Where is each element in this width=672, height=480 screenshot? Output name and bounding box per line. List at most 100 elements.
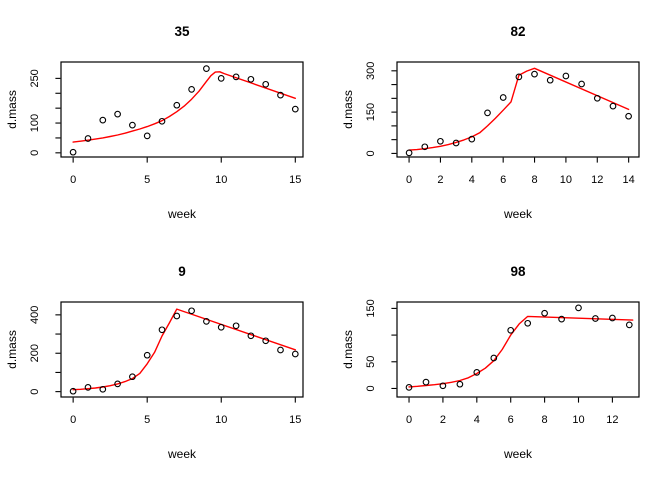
- y-tick-label: 0: [29, 389, 41, 395]
- data-point: [217, 75, 225, 82]
- fit-line: [408, 315, 634, 388]
- data-point: [468, 135, 476, 143]
- x-tick-label: 12: [591, 174, 603, 186]
- data-point: [143, 132, 151, 140]
- data-point: [129, 373, 136, 381]
- plot-frame: [60, 301, 304, 398]
- data-point: [247, 75, 255, 83]
- x-tick-label: 14: [623, 174, 635, 186]
- data-point: [421, 143, 429, 151]
- data-point: [232, 73, 240, 81]
- data-points: [405, 70, 632, 157]
- data-point: [203, 65, 210, 72]
- x-tick-label: 5: [144, 414, 150, 426]
- x-tick-label: 0: [70, 174, 76, 186]
- data-point: [173, 312, 181, 320]
- x-tick-label: 8: [542, 414, 548, 426]
- y-tick-label: 100: [29, 114, 41, 132]
- data-point: [625, 321, 633, 329]
- x-tick-label: 6: [508, 414, 514, 426]
- x-axis-label: week: [167, 447, 197, 461]
- data-point: [158, 117, 166, 125]
- data-point: [484, 109, 491, 117]
- data-point: [173, 101, 181, 109]
- y-tick-label: 200: [29, 344, 41, 362]
- data-point: [262, 80, 270, 88]
- data-point: [592, 315, 599, 322]
- plot-title: 9: [178, 264, 186, 279]
- subplot-82: 82 0 2 4 6 8 10 12 14 0 150 300 week d.mass: [336, 0, 672, 240]
- data-point: [609, 102, 617, 110]
- subplot-98: 98 0 2 4 6 8 10 12 0 50 150 week d.mass: [336, 240, 672, 480]
- plot-canvas-98: 98 0 2 4 6 8 10 12 0 50 150 week d.mass: [341, 264, 640, 461]
- x-tick-label: 2: [440, 414, 446, 426]
- data-points: [69, 65, 299, 156]
- y-tick-label: 0: [365, 385, 377, 391]
- data-point: [578, 80, 585, 88]
- data-points: [405, 304, 633, 391]
- data-point: [291, 105, 299, 113]
- y-tick-label: 300: [365, 62, 377, 80]
- fit-line: [408, 67, 630, 151]
- y-axis-label: d.mass: [341, 90, 355, 129]
- x-tick-label: 0: [406, 414, 412, 426]
- x-tick-label: 2: [437, 174, 443, 186]
- x-tick-label: 15: [289, 174, 301, 186]
- data-point: [114, 380, 121, 388]
- data-point: [531, 70, 538, 78]
- y-tick-label: 0: [365, 150, 377, 156]
- data-point: [217, 323, 225, 331]
- plot-frame: [60, 61, 304, 158]
- y-tick-label: 0: [29, 150, 41, 156]
- data-point: [562, 72, 570, 80]
- x-tick-label: 4: [469, 174, 475, 186]
- data-point: [452, 139, 460, 147]
- data-point: [541, 309, 548, 317]
- data-point: [558, 315, 565, 323]
- plot-frame: [396, 301, 640, 398]
- plot-canvas-82: 82 0 2 4 6 8 10 12 14 0 150 300 week d.mass: [341, 24, 640, 221]
- y-tick-label: 400: [29, 306, 41, 324]
- data-point: [609, 314, 616, 322]
- subplot-35: 35 0 5 10 15 0 100 250 week d.mass: [0, 0, 336, 240]
- x-tick-label: 0: [70, 414, 76, 426]
- plot-canvas-9: 9 0 5 10 15 0 200 400 week d.mass: [5, 264, 304, 461]
- data-point: [277, 346, 284, 354]
- y-axis-label: d.mass: [5, 90, 19, 129]
- data-point: [158, 326, 166, 334]
- plot-title: 98: [510, 264, 526, 279]
- x-axis-label: week: [167, 207, 197, 221]
- x-tick-label: 10: [560, 174, 572, 186]
- data-point: [439, 382, 447, 390]
- data-point: [291, 350, 299, 358]
- data-point: [114, 110, 121, 118]
- x-tick-label: 8: [531, 174, 537, 186]
- data-point: [99, 116, 107, 124]
- data-point: [456, 380, 464, 388]
- data-point: [546, 76, 554, 84]
- data-point: [262, 337, 270, 345]
- y-tick-label: 150: [365, 299, 377, 317]
- plot-title: 82: [510, 24, 525, 39]
- x-tick-label: 12: [606, 414, 618, 426]
- data-point: [437, 137, 444, 145]
- data-point: [277, 91, 284, 99]
- x-tick-label: 6: [500, 174, 506, 186]
- x-tick-label: 10: [215, 414, 227, 426]
- x-axis-label: week: [503, 207, 533, 221]
- data-point: [405, 149, 413, 157]
- x-tick-label: 5: [144, 174, 150, 186]
- plot-canvas-35: 35 0 5 10 15 0 100 250 week d.mass: [5, 24, 304, 221]
- fit-line: [72, 71, 296, 143]
- data-point: [84, 384, 92, 391]
- data-point: [405, 384, 413, 391]
- data-point: [625, 112, 632, 120]
- x-tick-label: 15: [289, 414, 301, 426]
- data-point: [143, 351, 151, 359]
- data-point: [99, 385, 107, 393]
- data-point: [593, 94, 601, 102]
- data-point: [129, 121, 136, 129]
- data-point: [473, 369, 481, 376]
- y-axis-label: d.mass: [5, 330, 19, 369]
